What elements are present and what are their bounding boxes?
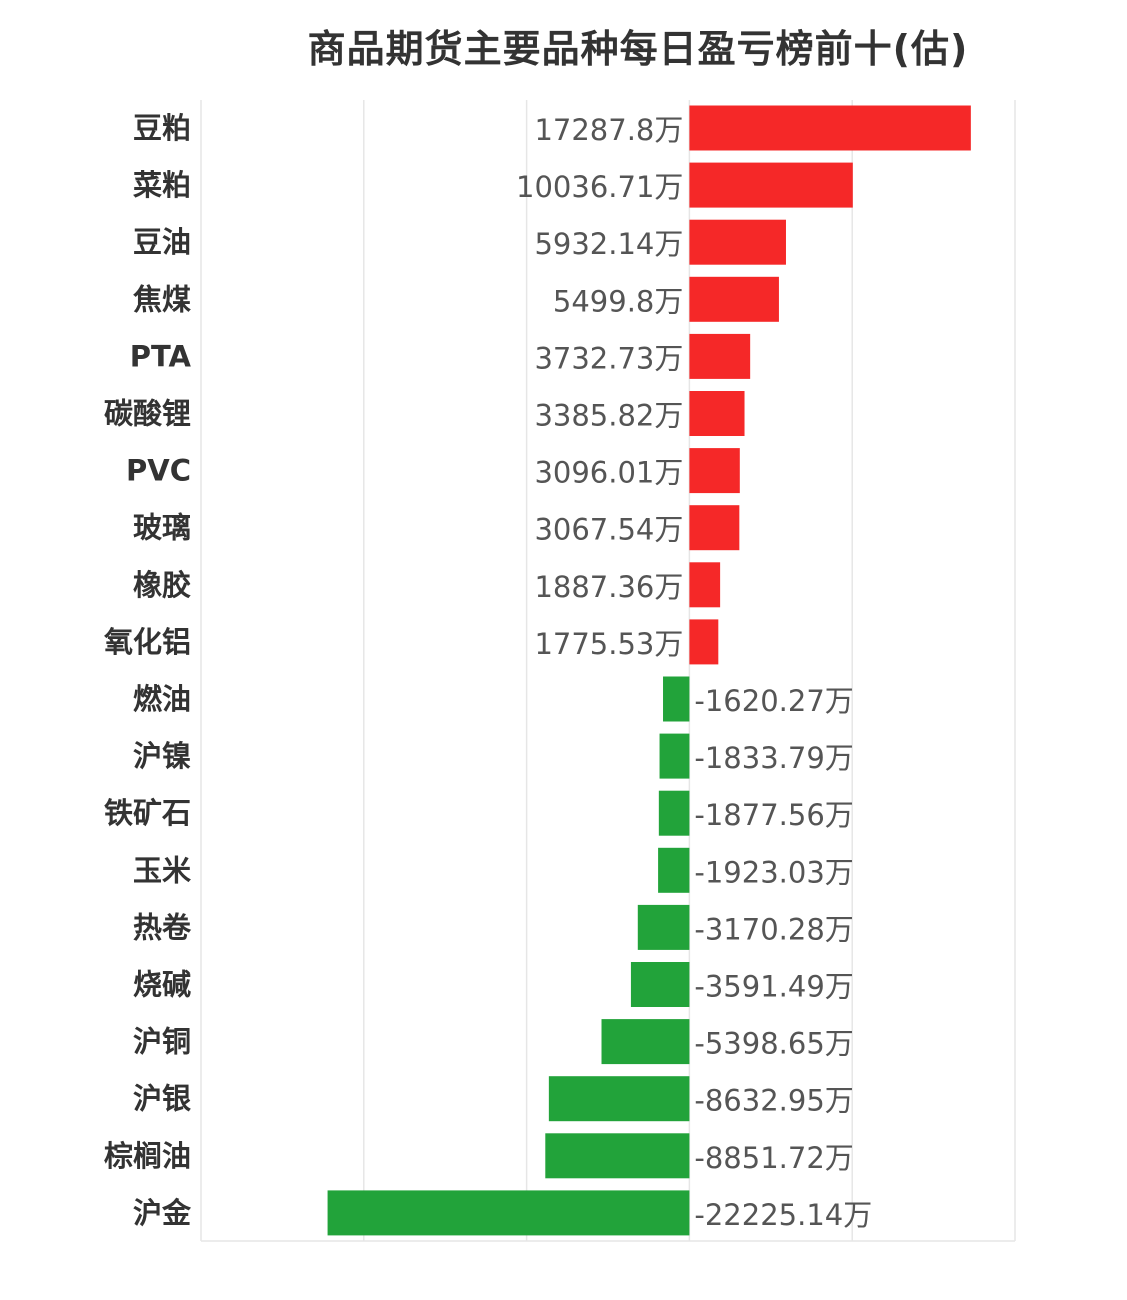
- value-label: -22225.14万: [694, 1198, 872, 1232]
- bar-layer: [327, 105, 971, 1236]
- bar-positive: [689, 276, 779, 322]
- bar-positive: [689, 219, 786, 265]
- bar-negative: [637, 904, 690, 950]
- value-label: 3732.73万: [534, 341, 683, 375]
- category-label: 菜粕: [133, 168, 191, 202]
- category-label: 烧碱: [133, 968, 191, 1002]
- bar-negative: [327, 1190, 690, 1236]
- category-label: 豆粕: [133, 111, 191, 145]
- bar-positive: [689, 333, 751, 379]
- value-label: -5398.65万: [694, 1027, 853, 1061]
- bar-negative: [545, 1133, 690, 1179]
- value-label: -1923.03万: [694, 855, 853, 889]
- value-label: 1775.53万: [534, 627, 683, 661]
- bar-positive: [689, 105, 971, 151]
- chart-title: 商品期货主要品种每日盈亏榜前十(估): [307, 27, 969, 71]
- value-label: 10036.71万: [516, 170, 683, 204]
- value-label: -3591.49万: [694, 970, 853, 1004]
- bar-positive: [689, 162, 853, 208]
- bar-negative: [663, 676, 690, 722]
- bar-negative: [601, 1019, 690, 1065]
- value-label: 3067.54万: [534, 513, 683, 547]
- value-label: -1877.56万: [694, 798, 853, 832]
- category-label: 玻璃: [133, 511, 191, 545]
- category-label: 沪银: [133, 1082, 191, 1116]
- value-label: -3170.28万: [694, 912, 853, 946]
- value-label: 1887.36万: [534, 570, 683, 604]
- category-label: 沪金: [133, 1196, 192, 1230]
- value-label: 3385.82万: [534, 399, 683, 433]
- bar-negative: [548, 1076, 690, 1122]
- value-label: -8632.95万: [694, 1084, 853, 1118]
- value-label: -8851.72万: [694, 1141, 853, 1175]
- category-label: 沪铜: [133, 1025, 191, 1059]
- category-label: 铁矿石: [104, 796, 191, 830]
- category-label: 玉米: [133, 853, 191, 887]
- category-label: 焦煤: [133, 282, 191, 316]
- bar-positive: [689, 619, 719, 665]
- value-label: 5932.14万: [534, 227, 683, 261]
- bar-negative: [658, 847, 690, 893]
- bar-positive: [689, 391, 745, 436]
- bar-negative: [659, 733, 690, 779]
- category-label: PVC: [126, 454, 191, 488]
- category-label: 棕榈油: [104, 1139, 191, 1173]
- bar-negative: [658, 790, 690, 836]
- category-label: 燃油: [133, 682, 191, 716]
- category-label: 橡胶: [133, 568, 191, 602]
- grid-layer: [200, 100, 1016, 1242]
- bar-positive: [689, 448, 740, 494]
- category-label: 热卷: [133, 910, 192, 944]
- value-label: 17287.8万: [534, 113, 683, 147]
- value-label: -1620.27万: [694, 684, 853, 718]
- category-label: PTA: [130, 339, 192, 373]
- category-label: 豆油: [133, 225, 191, 259]
- bar-positive: [689, 505, 740, 551]
- value-label: -1833.79万: [694, 741, 853, 775]
- category-label: 氧化铝: [103, 625, 191, 659]
- category-label: 碳酸锂: [104, 397, 191, 431]
- category-label: 沪镍: [133, 739, 191, 773]
- bar-positive: [689, 562, 721, 608]
- value-label: 5499.8万: [553, 284, 683, 318]
- value-label: 3096.01万: [534, 456, 683, 490]
- bar-negative: [630, 962, 690, 1007]
